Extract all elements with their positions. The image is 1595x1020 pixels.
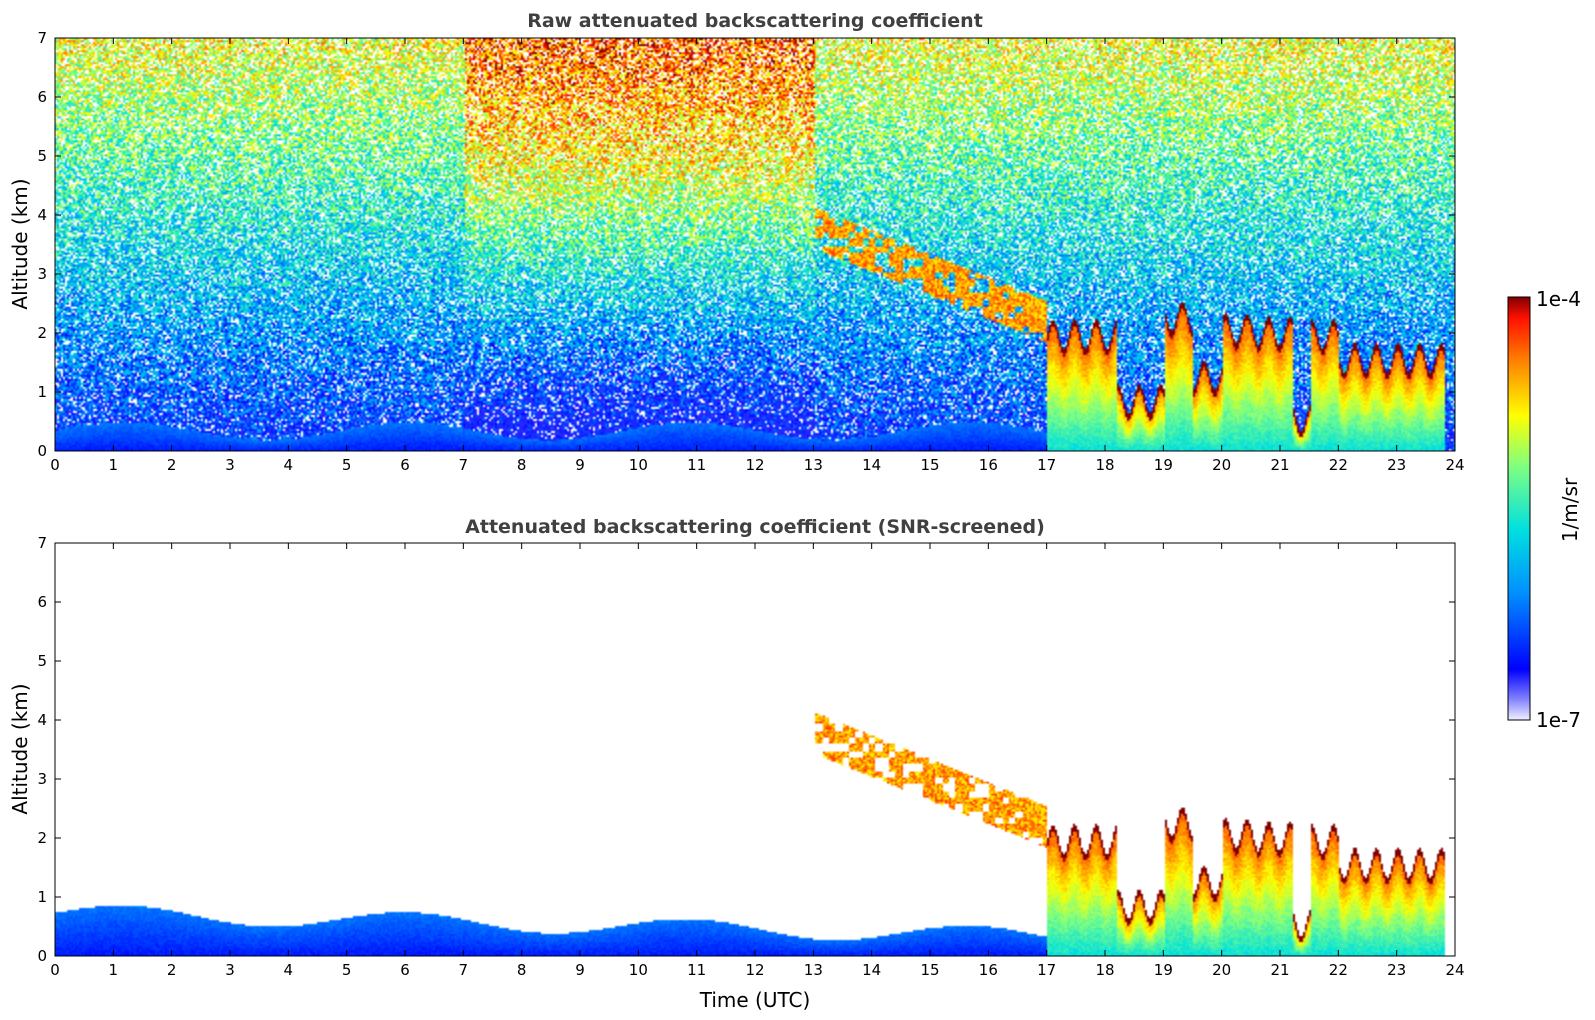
x-tick-label: 24 — [1445, 456, 1464, 474]
x-tick-label: 23 — [1387, 961, 1406, 979]
x-tick-label: 11 — [687, 456, 706, 474]
x-tick-label: 1 — [109, 456, 119, 474]
x-tick-label: 10 — [629, 456, 648, 474]
colorbar-gradient — [1507, 296, 1531, 721]
x-tick-label: 5 — [342, 961, 352, 979]
y-tick-label: 7 — [37, 534, 47, 552]
y-tick-label: 6 — [37, 593, 47, 611]
panel-screened-frame — [54, 542, 1456, 957]
x-tick-label: 3 — [225, 961, 235, 979]
x-tick-label: 20 — [1212, 961, 1231, 979]
colorbar: 1e-4 1e-7 1/m/sr — [1507, 287, 1582, 732]
x-tick-label: 21 — [1270, 961, 1289, 979]
x-tick-label: 2 — [167, 456, 177, 474]
x-tick-label: 17 — [1037, 961, 1056, 979]
y-tick-label: 1 — [37, 383, 47, 401]
x-tick-label: 4 — [284, 456, 294, 474]
y-tick-label: 5 — [37, 652, 47, 670]
x-tick-label: 2 — [167, 961, 177, 979]
panel-screened-ylabel: Altitude (km) — [8, 683, 32, 814]
x-tick-label: 18 — [1095, 456, 1114, 474]
x-tick-label: 7 — [459, 961, 469, 979]
x-tick-label: 15 — [920, 456, 939, 474]
colorbar-unit-label: 1/m/sr — [1558, 477, 1582, 542]
y-tick-label: 0 — [37, 947, 47, 965]
x-tick-label: 9 — [575, 961, 585, 979]
x-tick-label: 12 — [745, 456, 764, 474]
colorbar-max-label: 1e-4 — [1536, 287, 1581, 311]
x-tick-label: 15 — [920, 961, 939, 979]
x-tick-label: 18 — [1095, 961, 1114, 979]
x-tick-label: 11 — [687, 961, 706, 979]
panel-raw: Raw attenuated backscattering coefficien… — [8, 10, 1465, 474]
y-tick-label: 2 — [37, 829, 47, 847]
x-tick-label: 8 — [517, 456, 527, 474]
colorbar-min-label: 1e-7 — [1536, 708, 1581, 732]
x-tick-label: 0 — [50, 961, 60, 979]
y-tick-label: 4 — [37, 711, 47, 729]
x-tick-label: 13 — [804, 961, 823, 979]
x-tick-label: 9 — [575, 456, 585, 474]
x-tick-label: 16 — [979, 961, 998, 979]
panel-screened-xlabel: Time (UTC) — [699, 988, 811, 1012]
x-tick-label: 8 — [517, 961, 527, 979]
y-tick-label: 2 — [37, 324, 47, 342]
panel-raw-frame — [54, 37, 1456, 452]
y-tick-label: 5 — [37, 147, 47, 165]
x-tick-label: 20 — [1212, 456, 1231, 474]
y-tick-label: 3 — [37, 770, 47, 788]
x-tick-label: 6 — [400, 456, 410, 474]
x-tick-label: 24 — [1445, 961, 1464, 979]
x-tick-label: 16 — [979, 456, 998, 474]
panel-raw-heatmap — [55, 38, 1455, 451]
x-tick-label: 12 — [745, 961, 764, 979]
x-tick-label: 22 — [1329, 961, 1348, 979]
x-tick-label: 17 — [1037, 456, 1056, 474]
y-tick-label: 7 — [37, 29, 47, 47]
x-tick-label: 5 — [342, 456, 352, 474]
x-tick-label: 6 — [400, 961, 410, 979]
x-tick-label: 0 — [50, 456, 60, 474]
panel-screened-heatmap — [55, 543, 1455, 956]
x-tick-label: 13 — [804, 456, 823, 474]
x-tick-label: 3 — [225, 456, 235, 474]
panel-screened-title: Attenuated backscattering coefficient (S… — [465, 516, 1045, 538]
y-tick-label: 4 — [37, 206, 47, 224]
panel-raw-ylabel: Altitude (km) — [8, 178, 32, 309]
y-tick-label: 0 — [37, 442, 47, 460]
panel-raw-title: Raw attenuated backscattering coefficien… — [527, 10, 983, 32]
x-tick-label: 7 — [459, 456, 469, 474]
x-tick-label: 14 — [862, 456, 881, 474]
x-tick-label: 22 — [1329, 456, 1348, 474]
x-tick-label: 10 — [629, 961, 648, 979]
x-tick-label: 4 — [284, 961, 294, 979]
x-tick-label: 14 — [862, 961, 881, 979]
x-tick-label: 1 — [109, 961, 119, 979]
y-tick-label: 6 — [37, 88, 47, 106]
y-tick-label: 3 — [37, 265, 47, 283]
x-tick-label: 21 — [1270, 456, 1289, 474]
x-tick-label: 23 — [1387, 456, 1406, 474]
y-tick-label: 1 — [37, 888, 47, 906]
panel-raw-axes: 0 1 2 3 4 5 6 7 8 9 10 11 12 13 14 15 16 17 18 19 20 21 22 23 24… — [37, 29, 1464, 474]
x-tick-label: 19 — [1154, 961, 1173, 979]
x-tick-label: 19 — [1154, 456, 1173, 474]
panel-screened: Attenuated backscattering coefficient (S… — [8, 516, 1465, 1012]
